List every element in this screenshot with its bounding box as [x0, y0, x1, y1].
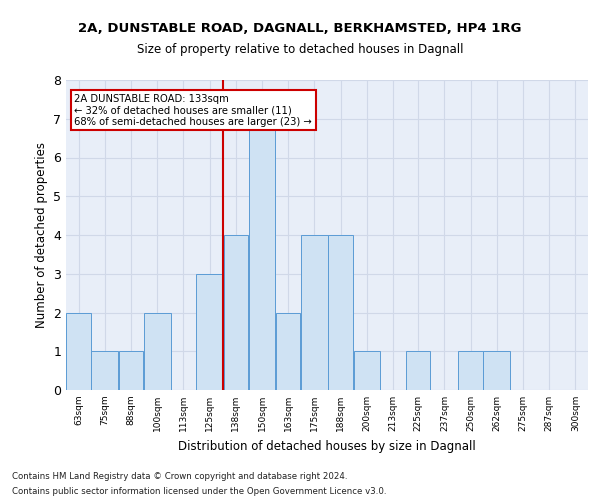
X-axis label: Distribution of detached houses by size in Dagnall: Distribution of detached houses by size …: [178, 440, 476, 452]
Bar: [91, 351, 118, 390]
Bar: [276, 312, 301, 390]
Bar: [144, 312, 170, 390]
Text: 2A, DUNSTABLE ROAD, DAGNALL, BERKHAMSTED, HP4 1RG: 2A, DUNSTABLE ROAD, DAGNALL, BERKHAMSTED…: [78, 22, 522, 36]
Bar: [484, 351, 510, 390]
Bar: [67, 312, 91, 390]
Bar: [353, 351, 380, 390]
Bar: [119, 351, 143, 390]
Bar: [301, 235, 328, 390]
Text: Contains public sector information licensed under the Open Government Licence v3: Contains public sector information licen…: [12, 487, 386, 496]
Bar: [406, 351, 430, 390]
Text: Size of property relative to detached houses in Dagnall: Size of property relative to detached ho…: [137, 42, 463, 56]
Text: 2A DUNSTABLE ROAD: 133sqm
← 32% of detached houses are smaller (11)
68% of semi-: 2A DUNSTABLE ROAD: 133sqm ← 32% of detac…: [74, 94, 312, 127]
Y-axis label: Number of detached properties: Number of detached properties: [35, 142, 47, 328]
Bar: [328, 235, 353, 390]
Bar: [458, 351, 483, 390]
Bar: [248, 118, 275, 390]
Bar: [224, 235, 248, 390]
Bar: [196, 274, 223, 390]
Text: Contains HM Land Registry data © Crown copyright and database right 2024.: Contains HM Land Registry data © Crown c…: [12, 472, 347, 481]
